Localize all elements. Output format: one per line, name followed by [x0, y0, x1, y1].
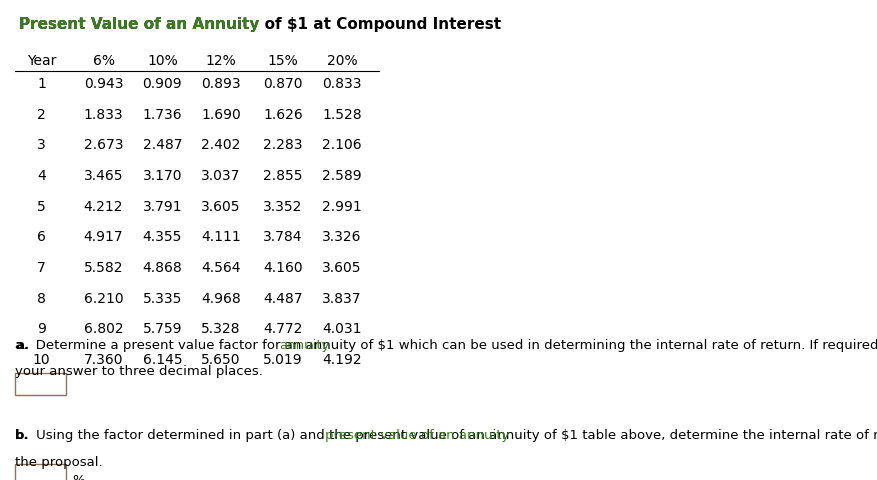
Text: 1: 1	[37, 77, 46, 91]
Text: 4.111: 4.111	[201, 230, 240, 244]
Text: b.: b.	[15, 429, 30, 442]
Text: 20%: 20%	[326, 54, 357, 68]
Text: 4: 4	[37, 168, 46, 182]
Text: 3.326: 3.326	[322, 230, 361, 244]
Text: 2.855: 2.855	[263, 168, 303, 182]
Text: Year: Year	[27, 54, 56, 68]
Text: 3.784: 3.784	[263, 230, 303, 244]
Text: 1.690: 1.690	[201, 108, 240, 121]
Text: annuity: annuity	[279, 338, 330, 351]
Text: present value of an annuity: present value of an annuity	[324, 429, 509, 442]
Text: 7: 7	[37, 261, 46, 275]
Text: 5.335: 5.335	[142, 291, 182, 305]
Text: 4.917: 4.917	[83, 230, 123, 244]
Text: 4.192: 4.192	[322, 352, 361, 366]
Text: 4.772: 4.772	[263, 322, 303, 336]
Text: 6.145: 6.145	[142, 352, 182, 366]
Text: 3.170: 3.170	[142, 168, 182, 182]
Text: 3.837: 3.837	[322, 291, 361, 305]
Text: 5.759: 5.759	[142, 322, 182, 336]
Text: 2.991: 2.991	[322, 199, 361, 213]
FancyBboxPatch shape	[15, 373, 66, 395]
Text: 2: 2	[37, 108, 46, 121]
Text: 4.160: 4.160	[263, 261, 303, 275]
Text: 0.833: 0.833	[322, 77, 361, 91]
Text: 4.968: 4.968	[201, 291, 240, 305]
Text: a.: a.	[15, 338, 29, 351]
Text: 3.352: 3.352	[263, 199, 303, 213]
FancyBboxPatch shape	[15, 464, 66, 480]
Text: 3: 3	[37, 138, 46, 152]
Text: 5.328: 5.328	[201, 322, 240, 336]
Text: 10%: 10%	[146, 54, 177, 68]
Text: 12%: 12%	[205, 54, 236, 68]
Text: %: %	[72, 472, 84, 480]
Text: 6.210: 6.210	[83, 291, 123, 305]
Text: 0.909: 0.909	[142, 77, 182, 91]
Text: 2.589: 2.589	[322, 168, 361, 182]
Text: 2.487: 2.487	[142, 138, 182, 152]
Text: 3.791: 3.791	[142, 199, 182, 213]
Text: 6: 6	[37, 230, 46, 244]
Text: 9: 9	[37, 322, 46, 336]
Text: your answer to three decimal places.: your answer to three decimal places.	[15, 364, 262, 377]
Text: 3.465: 3.465	[83, 168, 123, 182]
Text: 7.360: 7.360	[83, 352, 123, 366]
Text: 4.487: 4.487	[263, 291, 303, 305]
Text: 1.626: 1.626	[263, 108, 303, 121]
Text: 5.019: 5.019	[263, 352, 303, 366]
Text: 10: 10	[32, 352, 50, 366]
Text: 0.943: 0.943	[83, 77, 123, 91]
Text: 15%: 15%	[267, 54, 298, 68]
Text: b.  Using the factor determined in part (a) and the present value of an annuity : b. Using the factor determined in part (…	[15, 429, 877, 442]
Text: 4.212: 4.212	[83, 199, 123, 213]
Text: 1.528: 1.528	[322, 108, 361, 121]
Text: 4.868: 4.868	[142, 261, 182, 275]
Text: 1.833: 1.833	[83, 108, 123, 121]
Text: 2.673: 2.673	[83, 138, 123, 152]
Text: 5: 5	[37, 199, 46, 213]
Text: 8: 8	[37, 291, 46, 305]
Text: 4.355: 4.355	[142, 230, 182, 244]
Text: 3.605: 3.605	[322, 261, 361, 275]
Text: b.  Using the factor determined in part (a) and the: b. Using the factor determined in part (…	[15, 429, 355, 442]
Text: the proposal.: the proposal.	[15, 455, 103, 468]
Text: 6.802: 6.802	[83, 322, 123, 336]
Text: 2.402: 2.402	[201, 138, 240, 152]
Text: 2.283: 2.283	[263, 138, 303, 152]
Text: 3.037: 3.037	[201, 168, 240, 182]
Text: Present Value of an Annuity of $1 at Compound Interest: Present Value of an Annuity of $1 at Com…	[18, 17, 500, 32]
Text: 2.106: 2.106	[322, 138, 361, 152]
Text: 4.564: 4.564	[201, 261, 240, 275]
Text: a.  Determine a present value factor for an: a. Determine a present value factor for …	[15, 338, 305, 351]
Text: a.  Determine a present value factor for an annuity of $1 which can be used in d: a. Determine a present value factor for …	[15, 338, 877, 351]
Text: 0.893: 0.893	[201, 77, 240, 91]
Text: Present Value of an Annuity: Present Value of an Annuity	[18, 17, 259, 32]
Text: 6%: 6%	[92, 54, 114, 68]
Text: 3.605: 3.605	[201, 199, 240, 213]
Text: 4.031: 4.031	[322, 322, 361, 336]
Text: 1.736: 1.736	[142, 108, 182, 121]
Text: 5.650: 5.650	[201, 352, 240, 366]
Text: 0.870: 0.870	[263, 77, 303, 91]
Text: 5.582: 5.582	[83, 261, 123, 275]
